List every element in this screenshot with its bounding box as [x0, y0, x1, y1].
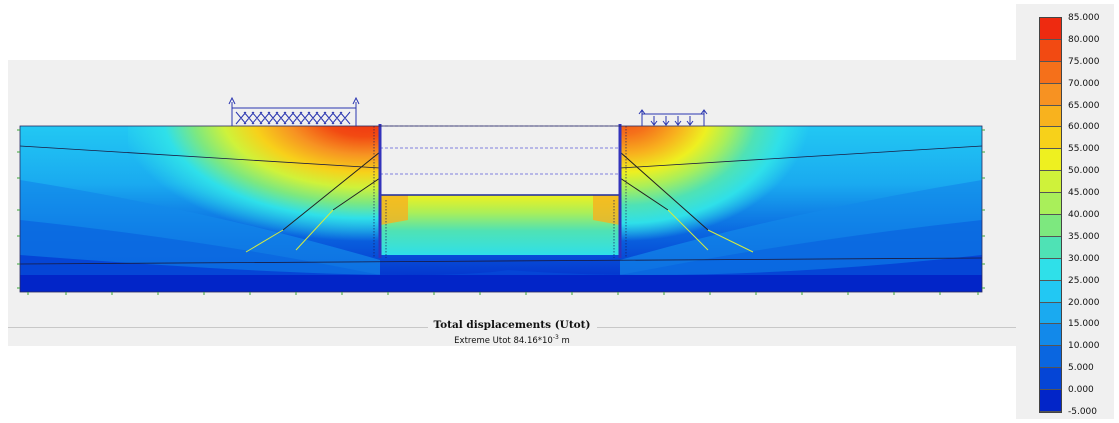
- legend-swatch: [1040, 390, 1061, 412]
- legend-label: 85.000: [1068, 13, 1100, 23]
- legend-label: 0.000: [1068, 385, 1094, 396]
- legend-label: 45.000: [1068, 188, 1100, 199]
- legend-swatch: [1040, 149, 1061, 172]
- legend-label: 75.000: [1068, 56, 1100, 67]
- legend-swatch: [1040, 193, 1061, 215]
- legend-label: 25.000: [1068, 275, 1100, 286]
- legend-label: 40.000: [1068, 210, 1100, 220]
- model-boundary: [19, 125, 983, 293]
- plot-title-text: Total displacements (Utot): [427, 319, 597, 331]
- legend-swatch: [1040, 368, 1061, 391]
- left-surcharge-load: [228, 96, 360, 126]
- boundary-fixities: [17, 129, 985, 295]
- plot-title: Total displacements (Utot): [8, 319, 1016, 331]
- legend-label: -5.000: [1068, 407, 1098, 417]
- legend-label: 15.000: [1068, 319, 1100, 330]
- legend-label: 60.000: [1068, 122, 1100, 133]
- legend-label: 65.000: [1068, 100, 1100, 111]
- legend-swatch: [1040, 302, 1061, 325]
- legend-swatch: [1040, 127, 1061, 150]
- legend-label: 50.000: [1068, 166, 1100, 177]
- legend-label: 80.000: [1068, 34, 1100, 45]
- color-scale-legend: 85.000 80.000 75.000 70.000 65.000 60.000 55.0…: [1016, 4, 1114, 419]
- displacement-contour-plot: [17, 96, 985, 295]
- legend-swatch: [1040, 39, 1061, 62]
- legend-label: 55.000: [1068, 144, 1100, 155]
- plot-panel: [8, 60, 1016, 346]
- legend-swatch: [1040, 61, 1061, 84]
- legend-swatch: [1040, 258, 1061, 281]
- legend-swatch: [1040, 105, 1061, 128]
- soil-layer-lines: [19, 145, 983, 265]
- legend-label: 10.000: [1068, 341, 1100, 352]
- legend-label: 35.000: [1068, 231, 1100, 242]
- legend-swatch: [1040, 171, 1061, 194]
- excavation-outline: [380, 125, 620, 196]
- extreme-value-unit: m: [558, 335, 570, 346]
- extreme-value-text: Extreme Utot 84.16*10: [454, 335, 553, 346]
- legend-label: 20.000: [1068, 297, 1100, 308]
- extreme-value-exponent: -3: [552, 334, 559, 341]
- legend-swatch: [1040, 280, 1061, 303]
- legend-swatch: [1040, 324, 1061, 347]
- legend-swatch: [1040, 215, 1061, 237]
- legend-swatch: [1040, 346, 1061, 369]
- legend-swatch: [1040, 236, 1061, 259]
- ground-anchors: [245, 151, 754, 253]
- right-surcharge-load: [638, 109, 708, 126]
- wall-interfaces: [373, 126, 627, 258]
- extreme-value-caption: Extreme Utot 84.16*10-3 m: [8, 334, 1016, 346]
- legend-swatch: [1040, 18, 1061, 40]
- legend-swatch: [1040, 83, 1061, 106]
- legend-label: 30.000: [1068, 253, 1100, 264]
- legend-label: 5.000: [1068, 363, 1094, 374]
- legend-label: 70.000: [1068, 78, 1100, 89]
- legend-color-bar: [1039, 17, 1062, 413]
